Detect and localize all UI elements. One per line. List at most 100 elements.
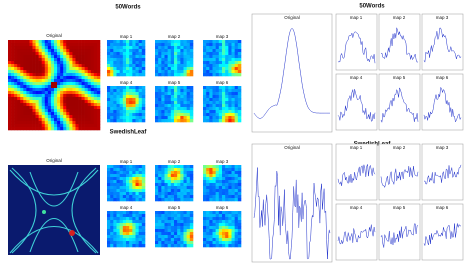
heat-cell (75, 79, 79, 83)
heat-cell (209, 70, 213, 74)
heat-cell (35, 112, 39, 116)
heat-cell (129, 67, 133, 71)
heat-cell (129, 46, 133, 50)
heat-cell (237, 241, 242, 245)
heat-cell (174, 189, 178, 193)
heat-cell (69, 121, 73, 125)
heat-cell (158, 238, 162, 242)
heat-cell (57, 124, 61, 128)
heat-cell (218, 241, 223, 245)
heat-cell (174, 95, 178, 99)
heat-cell (41, 46, 46, 50)
heat-cell (215, 98, 220, 102)
heat-cell (93, 61, 98, 65)
heat-cell (222, 55, 226, 59)
heat-cell (186, 52, 191, 56)
heat-cell (237, 214, 242, 218)
heat-cell (122, 217, 127, 221)
heat-cell (17, 100, 21, 104)
heat-cell (75, 46, 79, 50)
heat-cell (174, 104, 178, 108)
heat-cell (158, 98, 162, 102)
heat-cell (203, 101, 207, 105)
heat-cell (87, 100, 92, 104)
heat-cell (110, 40, 114, 44)
heat-cell (164, 92, 168, 96)
heat-cell (186, 238, 191, 242)
heat-cell (110, 220, 114, 224)
heat-cell (132, 70, 136, 74)
heat-cell (63, 103, 67, 107)
heat-cell (116, 101, 120, 105)
heat-cell (23, 121, 27, 125)
heat-cell (183, 119, 187, 123)
heat-cell (177, 229, 181, 233)
heat-cell (189, 198, 194, 202)
heat-cell (17, 103, 21, 107)
heat-cell (222, 107, 226, 111)
heat-cell (69, 112, 73, 116)
heat-cell (107, 110, 111, 114)
heat-cell (225, 101, 229, 105)
heat-cell (189, 61, 194, 65)
heat-cell (66, 64, 70, 68)
heat-cell (44, 67, 49, 71)
heat-cell (132, 110, 136, 114)
heat-cell (209, 61, 213, 65)
heat-cell (203, 113, 207, 117)
heat-cell (41, 94, 46, 98)
heat-cell (177, 189, 181, 193)
heat-cell (116, 70, 120, 74)
heat-cell (167, 189, 172, 193)
heat-cell (209, 220, 213, 224)
heat-cell (8, 55, 12, 59)
heat-cell (96, 76, 101, 80)
heat-cell (20, 127, 24, 131)
heat-cell (135, 113, 139, 117)
heat-cell (38, 67, 43, 71)
heat-cell (222, 119, 226, 123)
heat-cell (38, 127, 43, 131)
heat-cell (96, 115, 101, 119)
heat-cell (122, 43, 127, 47)
heat-cell (167, 180, 172, 184)
heat-cell (203, 61, 207, 65)
heat-cell (164, 235, 168, 239)
heat-cell (180, 107, 184, 111)
heat-cell (29, 82, 33, 86)
heat-cell (26, 91, 30, 95)
heat-cell (75, 91, 79, 95)
heat-cell (212, 52, 216, 56)
heat-cell (122, 113, 127, 117)
heat-cell (212, 113, 216, 117)
heat-cell (186, 235, 191, 239)
heat-cell (14, 49, 18, 53)
heat-cell (44, 52, 49, 56)
heat-cell (218, 168, 223, 172)
heat-cell (203, 198, 207, 202)
heat-cell (8, 61, 12, 65)
heat-cell (180, 211, 184, 215)
heat-cell (203, 107, 207, 111)
heat-cell (87, 97, 92, 101)
heat-cell (212, 73, 216, 77)
heat-cell (141, 238, 146, 242)
heat-cell (138, 235, 143, 239)
heat-cell (228, 238, 232, 242)
heat-cell (110, 192, 114, 196)
heat-cell (161, 70, 165, 74)
heat-cell (161, 183, 165, 187)
plot-line (423, 86, 462, 123)
heat-cell (119, 232, 124, 236)
heat-cell (78, 127, 82, 131)
heat-cell (135, 92, 139, 96)
heat-cell (96, 118, 101, 122)
heat-cell (41, 109, 46, 113)
heat-cell (222, 174, 226, 178)
heat-cell (189, 116, 194, 120)
heat-cell (110, 64, 114, 68)
heat-cell (158, 64, 162, 68)
heat-cell (170, 220, 175, 224)
heat-cell (116, 174, 120, 178)
heat-cell (113, 46, 117, 50)
